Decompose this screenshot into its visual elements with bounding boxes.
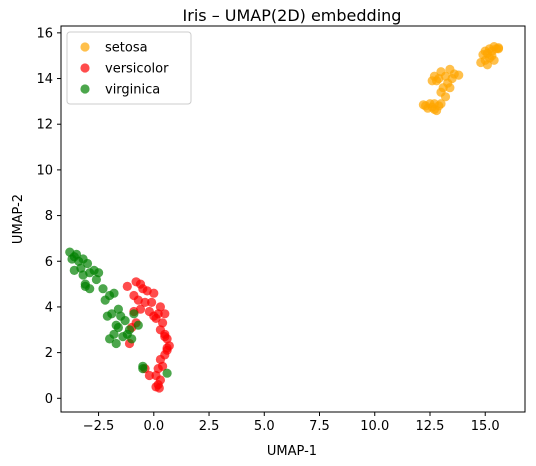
data-point-versicolor (151, 382, 161, 392)
data-point-virginica (98, 284, 108, 294)
data-point-versicolor (135, 304, 146, 314)
data-point-setosa (493, 44, 504, 54)
data-point-versicolor (144, 370, 154, 381)
data-point-virginica (109, 288, 119, 298)
data-point-virginica (111, 338, 121, 349)
data-point-virginica (129, 309, 139, 319)
data-point-versicolor (144, 306, 154, 317)
x-tick-label: −2.5 (83, 419, 115, 434)
data-point-virginica (69, 265, 79, 275)
data-point-virginica (113, 322, 123, 333)
data-point-versicolor (149, 288, 159, 298)
data-point-versicolor (160, 309, 170, 319)
data-point-virginica (138, 364, 148, 374)
data-point-setosa (482, 60, 492, 70)
x-tick-label: 2.5 (199, 419, 220, 434)
points-layer (65, 42, 504, 393)
data-point-virginica (67, 254, 77, 264)
y-tick-label: 14 (36, 72, 53, 87)
x-tick-label: 0.0 (143, 419, 164, 434)
x-tick-label: 10.0 (360, 419, 389, 434)
data-point-virginica (122, 329, 132, 339)
x-tick-label: 15.0 (471, 419, 500, 434)
data-point-setosa (447, 73, 457, 84)
legend-marker-versicolor (80, 63, 90, 73)
data-point-setosa (418, 100, 428, 110)
y-tick-label: 16 (36, 26, 53, 41)
y-axis: 0 2 4 6 8 10 12 14 16 (36, 26, 61, 407)
data-point-versicolor (162, 343, 172, 353)
y-tick-label: 0 (45, 392, 53, 407)
data-point-setosa (436, 99, 446, 109)
data-point-setosa (429, 104, 439, 114)
y-tick-label: 2 (45, 346, 53, 361)
data-point-setosa (432, 76, 442, 86)
data-point-versicolor (140, 297, 150, 307)
y-axis-label: UMAP-2 (11, 194, 26, 244)
y-tick-label: 8 (45, 209, 53, 224)
data-point-versicolor (158, 318, 168, 328)
legend-marker-setosa (80, 42, 90, 52)
data-point-versicolor (160, 332, 170, 342)
data-point-virginica (120, 316, 130, 326)
legend-marker-virginica (80, 84, 90, 94)
legend-box (66, 31, 192, 105)
y-tick-label: 12 (36, 118, 53, 133)
data-point-virginica (105, 334, 115, 344)
data-point-virginica (102, 311, 112, 321)
data-point-virginica (162, 368, 172, 378)
chart-title: Iris – UMAP(2D) embedding (183, 6, 402, 25)
data-point-virginica (113, 304, 123, 314)
data-point-versicolor (155, 302, 165, 312)
x-tick-label: 7.5 (309, 419, 330, 434)
data-point-virginica (133, 320, 143, 330)
legend-label-setosa: setosa (105, 41, 148, 56)
legend-label-versicolor: versicolor (105, 62, 169, 77)
x-axis: −2.5 0.0 2.5 5.0 7.5 10.0 12.5 15.0 (83, 412, 500, 434)
data-point-virginica (82, 258, 93, 269)
data-point-setosa (478, 50, 488, 60)
data-point-versicolor (147, 297, 157, 307)
data-point-setosa (489, 55, 499, 65)
data-point-versicolor (122, 281, 132, 291)
x-axis-label: UMAP-1 (267, 444, 317, 459)
data-point-virginica (91, 274, 101, 285)
data-point-virginica (80, 281, 90, 291)
x-tick-label: 5.0 (254, 419, 275, 434)
data-point-setosa (440, 92, 451, 102)
data-point-setosa (445, 83, 455, 93)
plot-frame (60, 25, 526, 413)
data-point-versicolor (153, 364, 163, 374)
legend-label-virginica: virginica (105, 83, 160, 98)
data-point-virginica (100, 295, 110, 305)
y-tick-label: 4 (45, 300, 53, 315)
y-tick-label: 10 (36, 163, 53, 178)
y-tick-label: 6 (45, 255, 53, 270)
legend: setosa versicolor virginica (66, 31, 192, 105)
x-tick-label: 12.5 (416, 419, 445, 434)
